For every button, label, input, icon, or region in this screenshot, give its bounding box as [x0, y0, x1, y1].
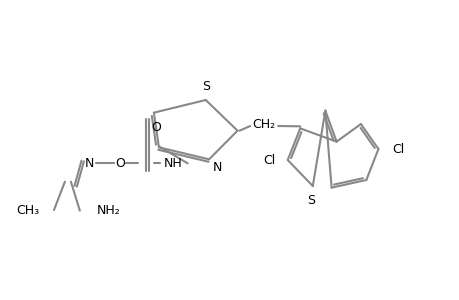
Text: CH₂: CH₂	[252, 118, 275, 130]
Text: Cl: Cl	[263, 154, 275, 166]
Text: N: N	[213, 161, 222, 174]
Text: S: S	[306, 194, 314, 207]
Text: N: N	[85, 157, 95, 170]
Text: Cl: Cl	[392, 142, 404, 155]
Text: O: O	[115, 157, 125, 170]
Text: NH₂: NH₂	[97, 204, 120, 217]
Text: S: S	[202, 80, 209, 93]
Text: CH₃: CH₃	[16, 203, 39, 217]
Text: NH: NH	[163, 157, 182, 170]
Text: O: O	[151, 121, 161, 134]
